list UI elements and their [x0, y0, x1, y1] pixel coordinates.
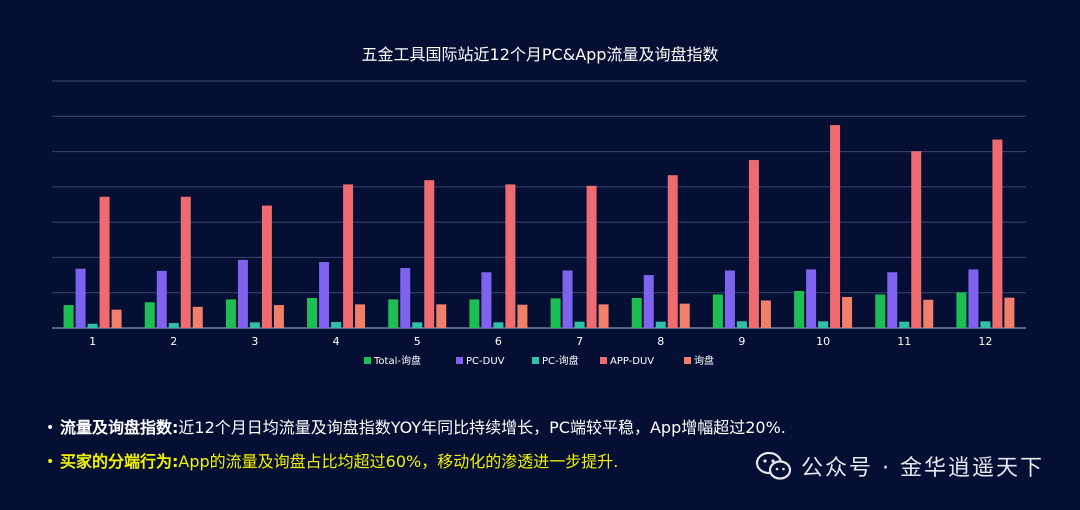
chart-area: 五金工具国际站近12个月PC&App流量及询盘指数 1 2 3 4 5 6 7 8 9 10 11 12… [52, 45, 1026, 367]
wechat-icon [755, 451, 792, 480]
bullet-dot: • [46, 420, 55, 436]
bullet-buyer-title: 买家的分端行为: [60, 452, 179, 471]
bar [574, 321, 585, 328]
bar [631, 298, 642, 328]
bar [875, 294, 886, 328]
x-tick-label: 10 [816, 335, 830, 348]
legend-label: PC-DUV [466, 356, 505, 367]
legend-swatch [684, 357, 691, 364]
bar [598, 304, 609, 328]
bar [923, 299, 934, 328]
bar [956, 292, 967, 328]
bar [343, 184, 354, 328]
bar [156, 270, 167, 328]
bar [111, 309, 122, 328]
bar [899, 321, 910, 328]
bar [517, 304, 528, 328]
bullet-dot: • [46, 454, 55, 470]
bar [412, 322, 423, 328]
legend-swatch [600, 357, 607, 364]
bar [192, 306, 203, 328]
bar [400, 268, 411, 328]
bar [842, 296, 853, 328]
bar [63, 305, 74, 328]
bar [99, 196, 110, 328]
watermark: 公众号 · 金华逍遥天下 [755, 450, 1044, 482]
bar [655, 321, 666, 328]
bar [760, 300, 771, 328]
bar [388, 299, 399, 328]
bar [806, 269, 817, 328]
bullet-buyer-text: App的流量及询盘占比均超过60%，移动化的渗透进一步提升. [178, 452, 619, 471]
bar [237, 259, 248, 328]
legend-swatch [532, 357, 539, 364]
bar [87, 323, 98, 328]
bar [424, 180, 435, 328]
bar [168, 323, 179, 328]
bar [818, 321, 829, 328]
bar [493, 322, 504, 328]
bar [249, 322, 260, 328]
x-tick-label: 5 [414, 335, 421, 348]
bar [794, 290, 805, 328]
bullet-buyer: • 买家的分端行为: App的流量及询盘占比均超过60%，移动化的渗透进一步提升… [46, 452, 786, 472]
bar [643, 275, 654, 328]
bar [562, 270, 573, 328]
bar [436, 304, 447, 328]
x-tick-label: 8 [657, 335, 664, 348]
bar [75, 268, 86, 328]
bar [481, 272, 492, 328]
bar [469, 299, 480, 328]
bar [319, 262, 330, 328]
x-tick-label: 7 [576, 335, 583, 348]
bar [968, 269, 979, 328]
legend-label: APP-DUV [610, 356, 654, 367]
bar [180, 196, 191, 328]
bar [736, 321, 747, 328]
x-tick-label: 9 [738, 335, 745, 348]
bar [505, 184, 516, 328]
bar [144, 302, 155, 328]
legend-label: 询盘 [694, 354, 714, 367]
bullet-traffic: • 流量及询盘指数: 近12个月日均流量及询盘指数YOY年同比持续增长，PC端较… [46, 418, 786, 438]
bar [980, 321, 991, 328]
bar [887, 272, 898, 328]
x-tick-label: 1 [89, 335, 96, 348]
bar [748, 160, 759, 328]
bar [225, 299, 236, 328]
legend-swatch [456, 357, 463, 364]
bar [331, 322, 342, 328]
legend-swatch [364, 357, 371, 364]
x-tick-label: 4 [333, 335, 340, 348]
bar [667, 175, 678, 328]
bar [679, 303, 690, 328]
watermark-text: 公众号 · 金华逍遥天下 [801, 456, 1044, 481]
bar [830, 125, 841, 328]
bullet-traffic-title: 流量及询盘指数: [60, 418, 179, 437]
bar [355, 304, 366, 328]
x-tick-label: 2 [170, 335, 177, 348]
x-tick-label: 12 [978, 335, 992, 348]
bullet-list: • 流量及询盘指数: 近12个月日均流量及询盘指数YOY年同比持续增长，PC端较… [46, 418, 786, 486]
legend-label: PC-询盘 [542, 354, 579, 367]
bar [712, 294, 723, 328]
bar [261, 205, 272, 328]
bar [911, 151, 922, 328]
bar [307, 298, 318, 328]
bar [586, 185, 597, 328]
bar [992, 139, 1003, 328]
x-tick-label: 11 [897, 335, 911, 348]
chart-title: 五金工具国际站近12个月PC&App流量及询盘指数 [362, 45, 719, 64]
bar [1004, 297, 1015, 328]
bar [724, 270, 735, 328]
bullet-traffic-text: 近12个月日均流量及询盘指数YOY年同比持续增长，PC端较平稳，App增幅超过2… [178, 418, 786, 437]
x-tick-label: 3 [251, 335, 258, 348]
bar [273, 305, 284, 328]
x-tick-label: 6 [495, 335, 502, 348]
legend-label: Total-询盘 [373, 354, 421, 367]
bar [550, 298, 561, 328]
